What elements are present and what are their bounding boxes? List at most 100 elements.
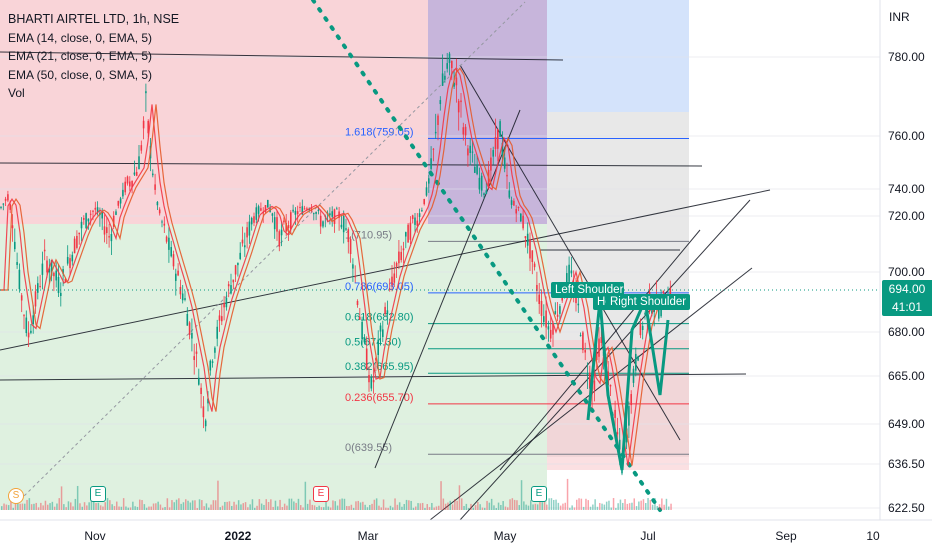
volume-bar (293, 501, 295, 510)
legend-ema21[interactable]: EMA (21, close, 0, EMA, 5) (8, 49, 153, 63)
candle-body (478, 177, 481, 190)
candle-body (635, 353, 637, 371)
volume-bar (63, 504, 65, 510)
volume-bar (433, 507, 435, 510)
fib-level-label: 0(639.55) (345, 442, 392, 454)
candle-body (158, 209, 161, 214)
volume-bar (95, 503, 97, 510)
candle-body (133, 172, 136, 175)
volume-bar (645, 503, 647, 510)
candle-body (589, 372, 591, 389)
volume-bar (444, 503, 447, 510)
candle-body (257, 206, 260, 214)
candle-body (195, 351, 198, 354)
candle-body (122, 189, 124, 197)
volume-bar (438, 505, 440, 510)
volume-bar (162, 507, 164, 510)
volume-bar (254, 507, 256, 510)
volume-bar (329, 507, 332, 510)
volume-bar (631, 502, 633, 510)
candle-body (292, 209, 294, 212)
candle-body (64, 278, 67, 282)
volume-bar (463, 505, 465, 510)
volume-bar (619, 499, 622, 510)
symbol-title[interactable]: BHARTI AIRTEL LTD, 1h, NSE (8, 12, 180, 26)
candle-body (216, 326, 218, 339)
candle-body (483, 193, 485, 195)
volume-bar (235, 504, 238, 510)
volume-bar (523, 501, 525, 510)
volume-bar (557, 502, 560, 510)
candle-body (27, 332, 30, 338)
volume-bar (348, 506, 350, 510)
candle-body (319, 215, 322, 227)
earnings-event-icon[interactable]: E (531, 486, 547, 502)
volume-bar (458, 485, 461, 510)
legend-ema14[interactable]: EMA (14, close, 0, EMA, 5) (8, 30, 153, 45)
right-shoulder-label[interactable]: Right Shoulder (606, 294, 691, 310)
split-event-icon[interactable]: S (8, 488, 24, 504)
volume-bar (251, 499, 254, 510)
volume-bar (148, 506, 150, 510)
earnings-event-icon[interactable]: E (90, 486, 106, 502)
candle-body (379, 325, 382, 332)
candle-body (506, 174, 508, 177)
volume-bar (86, 505, 88, 510)
volume-bar (5, 504, 8, 510)
volume-bar (530, 500, 532, 510)
volume-bar (316, 507, 318, 510)
volume-bar (249, 504, 251, 510)
volume-bar (474, 505, 477, 510)
candle-body (614, 409, 616, 418)
volume-bar (72, 506, 74, 510)
volume-bar (265, 499, 267, 510)
volume-bar (550, 498, 553, 510)
candle-body (372, 379, 375, 383)
candle-body (446, 63, 448, 69)
volume-bar (343, 498, 346, 510)
volume-bar (228, 501, 231, 510)
candle-body (124, 181, 126, 193)
candle-body (382, 329, 384, 337)
candle-body (103, 226, 106, 235)
trend-line (374, 109, 521, 469)
candle-body (145, 91, 147, 94)
candle-body (430, 158, 432, 169)
volume-bar (175, 499, 178, 510)
legend-ema50[interactable]: EMA (50, close, 0, SMA, 5) (8, 67, 153, 82)
candle-body (407, 224, 409, 243)
earnings-event-icon[interactable]: E (313, 486, 329, 502)
volume-bar (493, 505, 495, 510)
candle-body (0, 206, 2, 208)
candle-body (411, 215, 414, 219)
volume-bar (187, 500, 189, 510)
currency-label: INR (889, 10, 910, 24)
legend-volume[interactable]: Vol (8, 86, 25, 100)
candle-body (271, 213, 274, 216)
volume-bar (26, 499, 28, 510)
candle-body (129, 181, 131, 187)
volume-bar (233, 501, 235, 510)
volume-bar (201, 500, 203, 510)
candle-body (250, 217, 253, 225)
candle-body (30, 330, 32, 333)
candle-body (94, 207, 97, 210)
volume-bar (654, 498, 656, 510)
candle-body (471, 151, 474, 153)
volume-bar (421, 502, 424, 510)
candle-body (211, 361, 214, 363)
candle-body (444, 75, 446, 80)
volume-bar (497, 502, 500, 510)
volume-bar (624, 499, 626, 510)
candle-body (234, 265, 237, 275)
volume-bar (403, 504, 405, 510)
volume-bar (152, 503, 155, 510)
volume-bar (562, 503, 564, 510)
volume-bar (306, 503, 309, 510)
candle-body (20, 295, 23, 301)
candle-body (584, 350, 586, 353)
price-axis-tick: 636.50 (888, 457, 925, 471)
volume-bar (99, 505, 102, 510)
